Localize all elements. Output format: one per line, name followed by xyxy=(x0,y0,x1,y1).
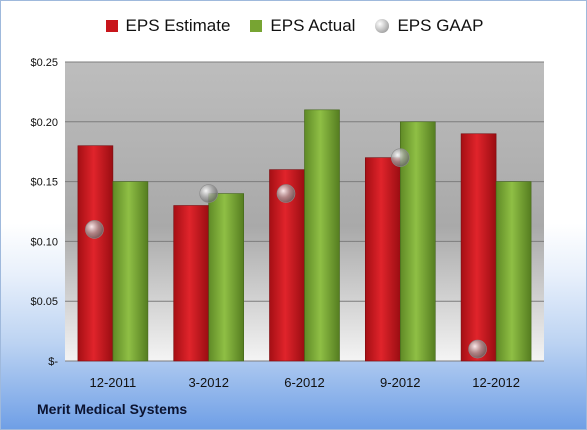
y-tick-label: $- xyxy=(48,356,58,368)
legend-item-gaap: EPS GAAP xyxy=(375,16,483,36)
x-tick-label: 9-2012 xyxy=(380,375,420,390)
gaap-points xyxy=(85,148,487,359)
y-axis-ticks: $- $0.05 $0.10 $0.15 $0.20 $0.25 xyxy=(30,57,58,368)
bar-eps-estimate xyxy=(364,157,401,362)
x-tick-label: 12-2012 xyxy=(472,375,520,390)
bar-eps-estimate xyxy=(77,145,114,362)
company-name: Merit Medical Systems xyxy=(37,401,188,417)
bars xyxy=(77,109,532,362)
point-eps-gaap xyxy=(468,339,487,359)
bar-eps-estimate xyxy=(460,133,497,362)
legend-swatch-gaap xyxy=(375,19,390,33)
legend-label-gaap: EPS GAAP xyxy=(397,16,484,35)
legend: EPS Estimate EPS Actual EPS GAAP xyxy=(1,16,587,36)
legend-swatch-actual xyxy=(250,20,263,32)
x-axis-ticks: 12-2011 3-2012 6-2012 9-2012 12-2012 xyxy=(90,375,520,390)
y-tick-label: $0.10 xyxy=(30,236,58,248)
x-tick-label: 6-2012 xyxy=(284,375,324,390)
bar-eps-actual xyxy=(208,193,244,362)
bar-eps-estimate xyxy=(173,205,209,362)
y-tick-label: $0.05 xyxy=(30,296,58,308)
legend-label-estimate: EPS Estimate xyxy=(125,16,231,35)
point-eps-gaap xyxy=(276,184,296,203)
legend-item-estimate: EPS Estimate xyxy=(105,16,231,36)
bar-eps-actual xyxy=(495,181,532,362)
legend-item-actual: EPS Actual xyxy=(250,16,355,36)
bar-eps-actual xyxy=(304,109,340,362)
point-eps-gaap xyxy=(199,184,218,203)
legend-label-actual: EPS Actual xyxy=(270,16,356,35)
point-eps-gaap xyxy=(390,148,410,167)
x-tick-label: 3-2012 xyxy=(188,375,228,390)
point-eps-gaap xyxy=(85,220,104,239)
x-tick-label: 12-2011 xyxy=(90,375,137,390)
bar-eps-actual xyxy=(112,181,149,362)
y-tick-label: $0.15 xyxy=(30,177,58,189)
y-tick-label: $0.20 xyxy=(30,117,58,129)
y-tick-label: $0.25 xyxy=(30,57,58,69)
legend-swatch-estimate xyxy=(105,20,118,32)
